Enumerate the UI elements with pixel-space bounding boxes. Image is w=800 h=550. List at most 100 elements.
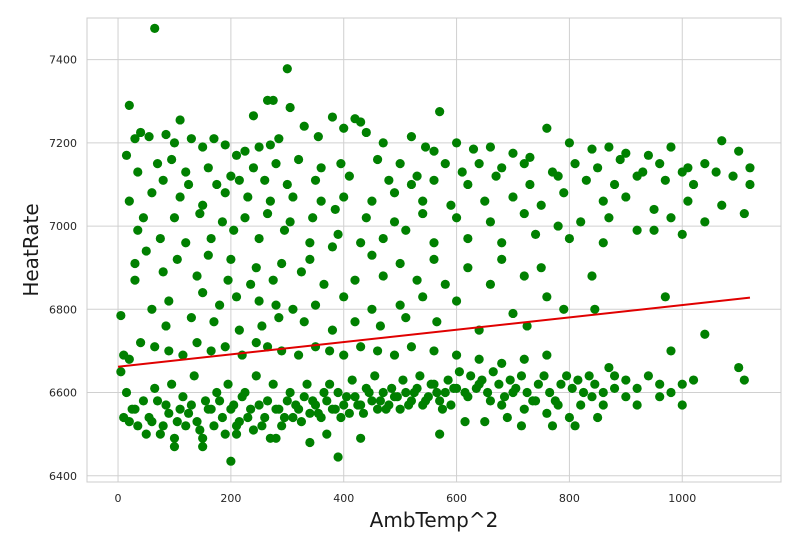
data-point: [395, 159, 405, 169]
data-point: [508, 148, 518, 158]
data-point: [677, 379, 687, 389]
data-point: [158, 421, 168, 431]
data-point: [375, 396, 385, 406]
y-tick-label: 7200: [49, 137, 77, 150]
data-point: [677, 229, 687, 239]
data-point: [485, 396, 496, 406]
data-point: [384, 175, 394, 185]
data-point: [186, 400, 196, 410]
data-point: [598, 387, 608, 398]
data-point: [463, 179, 473, 190]
data-point: [226, 456, 236, 466]
data-point: [497, 163, 507, 173]
data-point: [339, 400, 349, 410]
data-point: [243, 192, 253, 202]
data-point: [525, 179, 535, 190]
data-point: [367, 196, 377, 206]
data-point: [519, 208, 529, 219]
data-point: [717, 136, 727, 146]
plot-background: [87, 18, 781, 482]
data-point: [621, 148, 631, 158]
data-point: [739, 208, 749, 219]
data-point: [429, 346, 439, 356]
data-point: [169, 442, 180, 452]
data-point: [457, 167, 467, 177]
data-point: [655, 159, 665, 169]
data-point: [327, 325, 338, 335]
data-point: [150, 342, 160, 352]
data-point: [138, 213, 149, 223]
data-point: [621, 392, 631, 402]
data-point: [734, 146, 744, 156]
data-point: [454, 367, 464, 377]
data-point: [666, 213, 676, 223]
data-point: [305, 437, 315, 448]
data-point: [437, 404, 448, 414]
data-point: [161, 129, 171, 140]
data-point: [356, 117, 366, 127]
data-point: [265, 140, 275, 150]
data-point: [356, 342, 366, 352]
data-point: [347, 375, 357, 385]
data-point: [598, 238, 608, 248]
data-point: [590, 304, 600, 314]
data-point: [226, 171, 236, 181]
data-point: [401, 225, 411, 235]
data-point: [372, 346, 383, 356]
data-point: [310, 342, 321, 352]
data-point: [150, 23, 160, 34]
data-point: [587, 144, 597, 154]
data-point: [192, 337, 202, 348]
data-point: [584, 371, 594, 381]
data-point: [418, 292, 428, 302]
data-point: [350, 275, 360, 285]
data-point: [508, 192, 518, 202]
data-point: [226, 404, 236, 414]
data-point: [285, 217, 295, 227]
data-point: [466, 371, 476, 381]
x-tick-label: 1000: [668, 492, 696, 505]
data-point: [519, 404, 529, 414]
data-point: [356, 433, 366, 443]
data-point: [451, 213, 462, 223]
data-point: [121, 387, 132, 398]
data-point: [254, 233, 264, 244]
data-point: [499, 392, 510, 402]
data-point: [350, 392, 360, 402]
data-point: [643, 371, 654, 381]
data-point: [341, 392, 352, 402]
data-point: [412, 275, 422, 285]
data-point: [214, 396, 225, 406]
data-point: [361, 213, 371, 223]
data-point: [268, 95, 278, 105]
data-point: [296, 267, 307, 277]
data-point: [508, 308, 518, 319]
data-point: [262, 396, 273, 406]
data-point: [183, 408, 194, 418]
data-point: [293, 154, 304, 165]
data-point: [440, 279, 450, 289]
data-point: [325, 346, 335, 356]
data-point: [530, 396, 541, 406]
data-point: [711, 167, 721, 177]
data-point: [251, 371, 261, 381]
data-point: [155, 233, 165, 244]
data-point: [435, 107, 445, 117]
data-point: [150, 383, 160, 393]
data-point: [336, 159, 346, 169]
data-point: [423, 392, 433, 402]
data-point: [406, 342, 417, 352]
data-point: [339, 350, 349, 360]
data-point: [161, 321, 171, 331]
data-point: [121, 150, 132, 160]
data-point: [556, 379, 566, 389]
data-point: [302, 379, 312, 389]
data-point: [420, 142, 431, 152]
data-point: [271, 404, 281, 414]
data-point: [508, 387, 518, 398]
data-point: [401, 313, 411, 323]
data-point: [389, 217, 400, 227]
data-point: [587, 392, 597, 402]
data-point: [502, 412, 512, 423]
